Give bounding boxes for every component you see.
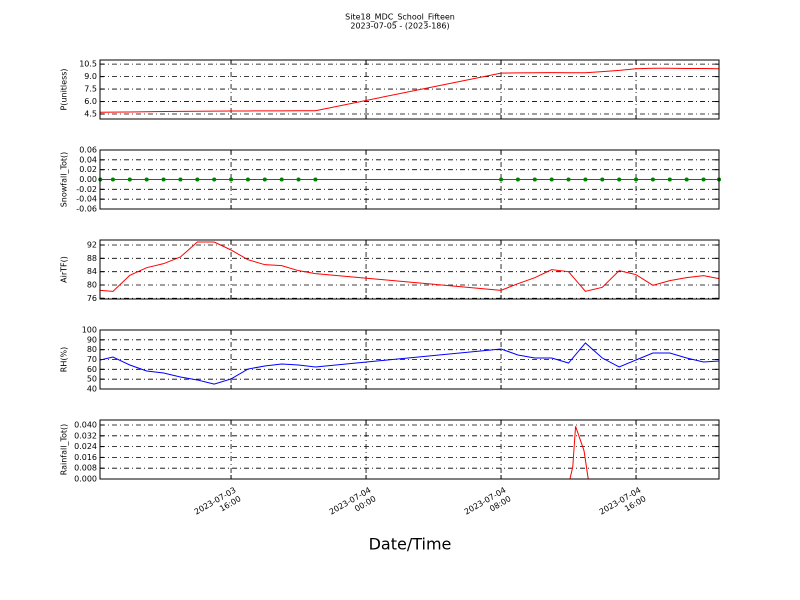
data-point xyxy=(161,177,166,182)
y-tick-label: 100 xyxy=(82,326,97,335)
y-tick-label: 7.5 xyxy=(84,85,97,94)
x-axis-label: Date/Time xyxy=(369,535,452,554)
data-point xyxy=(532,177,537,182)
y-tick-label: 76 xyxy=(87,294,97,303)
data-point xyxy=(583,177,588,182)
data-point xyxy=(296,177,301,182)
y-tick-label: 0.016 xyxy=(74,453,97,462)
data-point xyxy=(634,177,639,182)
data-point xyxy=(178,177,183,182)
data-point xyxy=(499,177,504,182)
y-tick-label: 70 xyxy=(87,355,97,364)
data-point xyxy=(110,177,115,182)
data-point xyxy=(566,177,571,182)
y-tick-label: 80 xyxy=(87,281,97,290)
data-point xyxy=(279,177,284,182)
y-tick-label: 10.5 xyxy=(79,60,97,69)
y-tick-label: 0.040 xyxy=(74,420,97,429)
data-point xyxy=(262,177,267,182)
y-tick-label: 60 xyxy=(87,365,97,374)
y-axis-label: P(unitless) xyxy=(60,68,69,110)
data-point xyxy=(617,177,622,182)
data-point xyxy=(127,177,132,182)
y-tick-label: 90 xyxy=(87,335,97,344)
y-tick-label: 0.024 xyxy=(74,442,97,451)
data-point xyxy=(701,177,706,182)
data-line xyxy=(100,241,720,292)
y-axis-label: RH(%) xyxy=(60,347,69,372)
y-tick-label: 9.0 xyxy=(84,72,97,81)
y-tick-label: 88 xyxy=(87,254,97,263)
data-point xyxy=(650,177,655,182)
data-point xyxy=(667,177,672,182)
y-axis-label: Snowfall_Tot() xyxy=(60,152,69,208)
axes-frame xyxy=(99,149,720,210)
y-tick-label: 0.008 xyxy=(74,464,97,473)
y-tick-label: 80 xyxy=(87,345,97,354)
data-point xyxy=(212,177,217,182)
y-tick-label: 0.000 xyxy=(74,475,97,484)
y-tick-label: 6.0 xyxy=(84,97,97,106)
data-line xyxy=(100,342,720,385)
figure-title: Site18_MDC_School_Fifteen xyxy=(345,13,455,22)
figure-subtitle: 2023-07-05 - (2023-186) xyxy=(350,22,449,31)
data-point xyxy=(684,177,689,182)
y-tick-label: 0.02 xyxy=(79,165,97,174)
data-point xyxy=(144,177,149,182)
y-axis-label: Rainfall_Tot() xyxy=(60,424,69,476)
y-tick-label: 50 xyxy=(87,375,97,384)
y-tick-label: 0.00 xyxy=(79,175,97,184)
y-axis-label: AirTF() xyxy=(60,256,69,283)
axes-frame xyxy=(99,419,720,480)
y-tick-label: 0.06 xyxy=(79,146,97,155)
data-point xyxy=(600,177,605,182)
data-point xyxy=(549,177,554,182)
y-tick-label: -0.02 xyxy=(76,185,97,194)
y-tick-label: 0.04 xyxy=(79,155,97,164)
data-point xyxy=(515,177,520,182)
y-tick-label: 0.032 xyxy=(74,431,97,440)
y-tick-label: -0.06 xyxy=(76,205,97,214)
data-point xyxy=(229,177,234,182)
axes-frame xyxy=(99,239,720,300)
data-point xyxy=(313,177,318,182)
data-point xyxy=(245,177,250,182)
axes-frame xyxy=(99,59,720,120)
data-line xyxy=(100,67,720,113)
y-tick-label: 40 xyxy=(87,385,97,394)
y-tick-label: 84 xyxy=(87,267,97,276)
y-tick-label: -0.04 xyxy=(76,195,97,204)
axes-frame xyxy=(99,329,720,390)
data-point xyxy=(195,177,200,182)
y-tick-label: 4.5 xyxy=(84,110,97,119)
y-tick-label: 92 xyxy=(87,241,97,250)
